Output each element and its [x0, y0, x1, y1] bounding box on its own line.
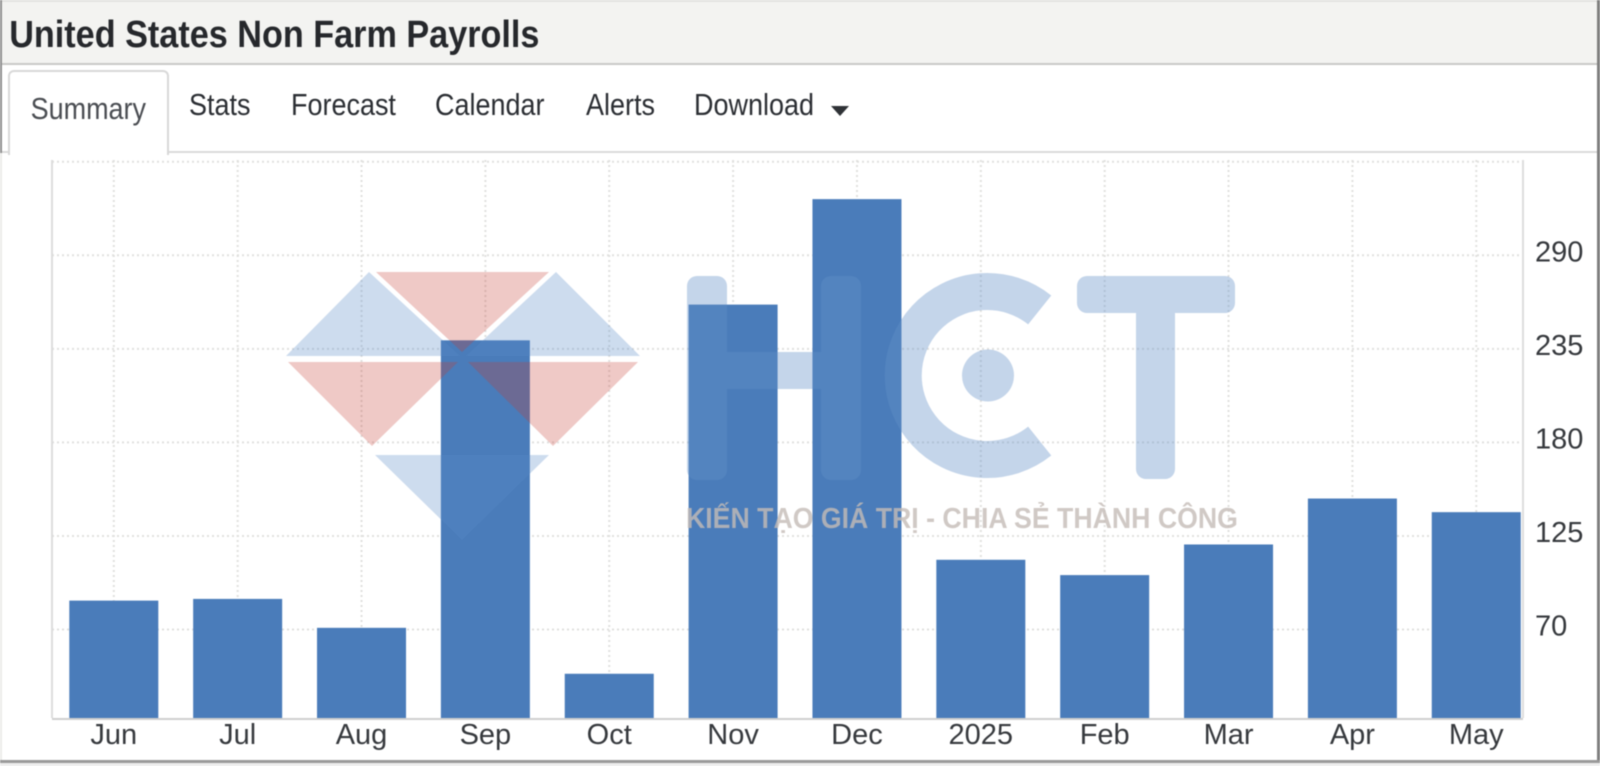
- tab-bar-border: [2, 151, 1597, 153]
- bar-aug[interactable]: [317, 627, 407, 718]
- page-title: United States Non Farm Payrolls: [9, 14, 540, 56]
- y-axis-label-180: 180: [1535, 423, 1583, 455]
- window-border-right: [1597, 0, 1600, 766]
- tab-label: Forecast: [291, 87, 396, 122]
- tab-alerts[interactable]: Alerts: [564, 67, 687, 153]
- y-axis-label-70: 70: [1535, 611, 1567, 643]
- x-axis-label-mar: Mar: [1204, 719, 1254, 751]
- bar-apr[interactable]: [1307, 498, 1397, 718]
- window-bottom-strip: [0, 763, 1600, 766]
- tab-label: Stats: [189, 87, 251, 122]
- x-axis-label-sep: Sep: [460, 719, 512, 751]
- tab-summary[interactable]: Summary: [8, 70, 169, 155]
- bar-nov[interactable]: [688, 304, 778, 718]
- tab-stats[interactable]: Stats: [167, 67, 282, 153]
- x-axis-label-feb: Feb: [1080, 719, 1130, 751]
- x-axis-label-nov: Nov: [707, 719, 759, 751]
- tab-bar: Summary Stats Forecast Calendar Alerts Downlo…: [2, 67, 1597, 155]
- x-axis-label-dec: Dec: [831, 719, 883, 751]
- bar-dec[interactable]: [812, 199, 902, 718]
- bar-2025[interactable]: [936, 559, 1026, 718]
- title-bar: United States Non Farm Payrolls: [2, 2, 1597, 65]
- window-border-bottom: [0, 760, 1600, 763]
- tab-forecast[interactable]: Forecast: [269, 67, 434, 153]
- x-axis-label-may: May: [1449, 719, 1504, 751]
- window-border-left-lower: [0, 153, 2, 763]
- x-axis-label-apr: Apr: [1330, 719, 1375, 751]
- x-axis-label-aug: Aug: [336, 719, 388, 751]
- y-axis-label-290: 290: [1535, 236, 1583, 268]
- y-axis-label-235: 235: [1535, 330, 1583, 362]
- x-axis-label-oct: Oct: [587, 719, 632, 751]
- caret-down-icon: [830, 106, 849, 116]
- bar-may[interactable]: [1431, 512, 1521, 718]
- x-axis-label-2025: 2025: [949, 719, 1014, 751]
- bar-jun[interactable]: [69, 600, 159, 718]
- bar-sep[interactable]: [440, 340, 530, 718]
- y-axis-label-125: 125: [1535, 517, 1583, 549]
- window-border-top: [0, 0, 1600, 2]
- x-axis-label-jun: Jun: [90, 719, 137, 751]
- x-axis-label-jul: Jul: [219, 719, 256, 751]
- bar-feb[interactable]: [1060, 575, 1150, 718]
- window-border-left: [0, 0, 2, 153]
- bar-jul[interactable]: [193, 598, 283, 718]
- tab-label: Calendar: [435, 87, 545, 122]
- tab-calendar[interactable]: Calendar: [413, 67, 583, 153]
- tab-download[interactable]: Download: [672, 67, 871, 153]
- bar-oct[interactable]: [564, 673, 654, 718]
- bar-mar[interactable]: [1184, 544, 1274, 718]
- tab-label: Summary: [30, 90, 147, 126]
- tab-label: Alerts: [586, 87, 655, 122]
- tab-label: Download: [694, 87, 814, 122]
- chart: Jun Jul Aug Sep Oct Nov Dec 2025 Feb Mar Apr May 70 1…: [0, 153, 1600, 766]
